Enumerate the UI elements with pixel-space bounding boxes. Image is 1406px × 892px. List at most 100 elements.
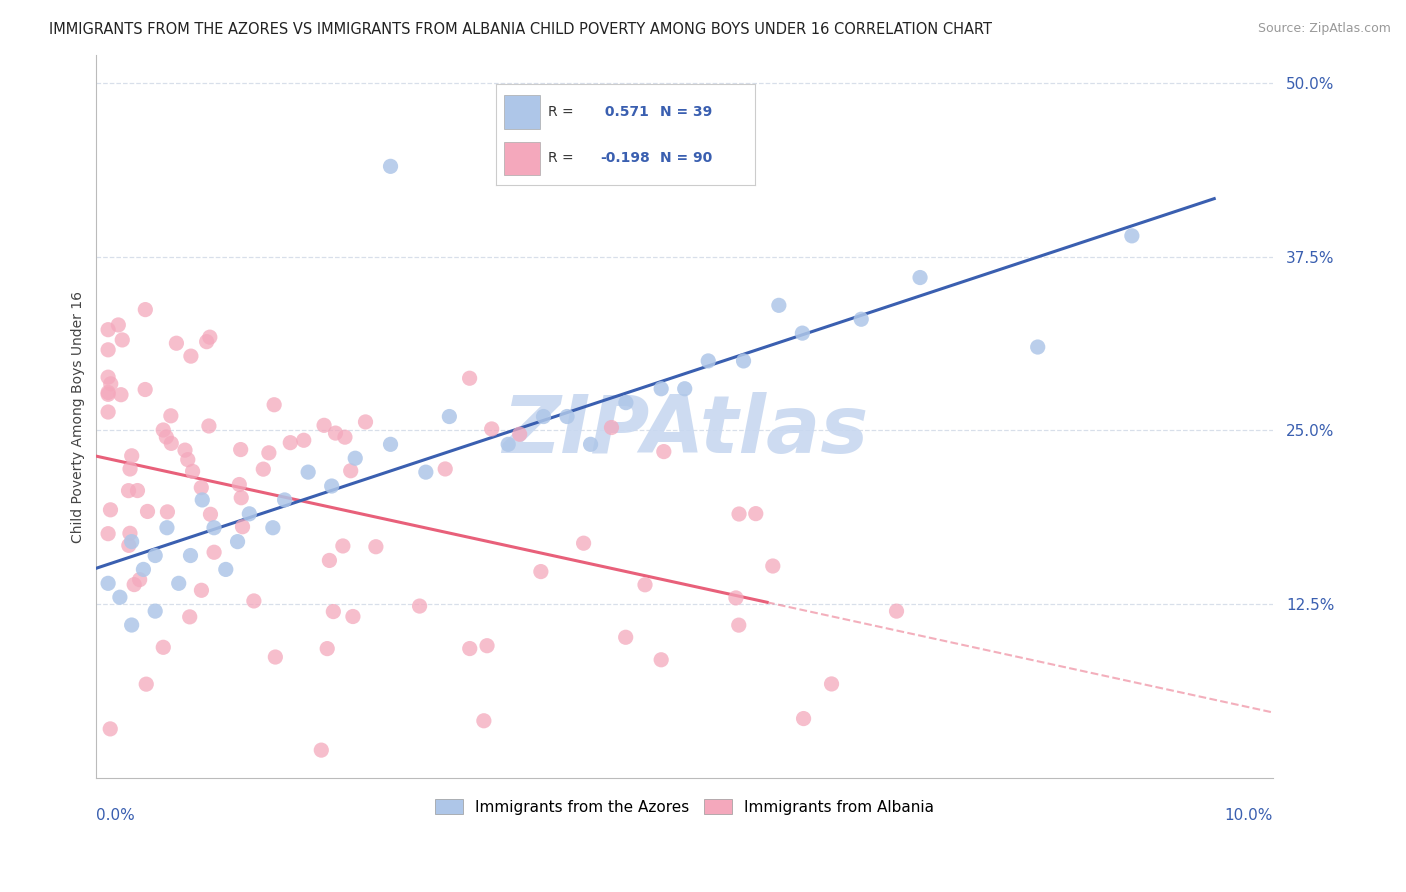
- Point: [333, 430, 356, 444]
- Point: [152, 423, 174, 437]
- Point: [600, 420, 623, 434]
- Point: [190, 583, 212, 598]
- Point: [415, 465, 437, 479]
- Point: [496, 437, 519, 451]
- Point: [215, 562, 238, 576]
- Point: [231, 491, 253, 505]
- Point: [321, 479, 343, 493]
- Point: [200, 508, 222, 522]
- Point: [97, 405, 120, 419]
- Point: [820, 677, 842, 691]
- Point: [439, 409, 461, 424]
- Point: [97, 323, 120, 337]
- Point: [111, 333, 134, 347]
- Point: [322, 605, 344, 619]
- Point: [195, 334, 218, 349]
- Point: [190, 481, 212, 495]
- Point: [354, 415, 377, 429]
- Point: [472, 714, 495, 728]
- Point: [134, 383, 156, 397]
- Point: [257, 446, 280, 460]
- Point: [339, 464, 361, 478]
- Point: [202, 521, 225, 535]
- Point: [344, 451, 367, 466]
- Point: [555, 409, 578, 424]
- Point: [1026, 340, 1049, 354]
- Point: [97, 576, 120, 591]
- Point: [122, 577, 145, 591]
- Point: [475, 639, 498, 653]
- Point: [132, 562, 155, 576]
- Point: [121, 618, 143, 632]
- Point: [231, 520, 253, 534]
- Point: [364, 540, 387, 554]
- Point: [614, 395, 637, 409]
- Point: [97, 370, 120, 384]
- Text: 10.0%: 10.0%: [1225, 808, 1272, 823]
- Point: [652, 444, 675, 458]
- Point: [318, 553, 340, 567]
- Point: [728, 507, 751, 521]
- Point: [408, 599, 430, 613]
- Point: [311, 743, 333, 757]
- Point: [110, 388, 132, 402]
- Point: [128, 573, 150, 587]
- Point: [152, 640, 174, 655]
- Point: [155, 430, 177, 444]
- Point: [533, 409, 555, 424]
- Point: [134, 302, 156, 317]
- Point: [908, 270, 931, 285]
- Point: [733, 354, 755, 368]
- Point: [118, 538, 141, 552]
- Point: [191, 492, 214, 507]
- Point: [762, 559, 785, 574]
- Point: [262, 521, 284, 535]
- Point: [118, 526, 141, 541]
- Point: [174, 443, 197, 458]
- Point: [673, 382, 696, 396]
- Point: [167, 576, 190, 591]
- Point: [1121, 228, 1143, 243]
- Point: [202, 545, 225, 559]
- Point: [380, 437, 402, 451]
- Point: [198, 330, 221, 344]
- Point: [243, 594, 266, 608]
- Point: [156, 521, 179, 535]
- Point: [434, 462, 457, 476]
- Point: [312, 418, 335, 433]
- Point: [316, 641, 339, 656]
- Point: [117, 483, 139, 498]
- Point: [614, 630, 637, 644]
- Point: [98, 722, 121, 736]
- Point: [160, 409, 183, 423]
- Point: [177, 452, 200, 467]
- Point: [650, 382, 672, 396]
- Text: Source: ZipAtlas.com: Source: ZipAtlas.com: [1258, 22, 1392, 36]
- Point: [851, 312, 873, 326]
- Point: [127, 483, 149, 498]
- Point: [136, 504, 159, 518]
- Point: [579, 437, 602, 451]
- Point: [481, 422, 503, 436]
- Point: [572, 536, 595, 550]
- Point: [768, 298, 790, 312]
- Point: [165, 336, 187, 351]
- Point: [886, 604, 908, 618]
- Point: [143, 549, 166, 563]
- Text: IMMIGRANTS FROM THE AZORES VS IMMIGRANTS FROM ALBANIA CHILD POVERTY AMONG BOYS U: IMMIGRANTS FROM THE AZORES VS IMMIGRANTS…: [49, 22, 993, 37]
- Point: [97, 343, 120, 357]
- Point: [325, 426, 347, 441]
- Point: [332, 539, 354, 553]
- Point: [229, 442, 252, 457]
- Point: [697, 354, 720, 368]
- Point: [156, 505, 179, 519]
- Y-axis label: Child Poverty Among Boys Under 16: Child Poverty Among Boys Under 16: [72, 291, 86, 542]
- Point: [198, 419, 221, 434]
- Point: [143, 604, 166, 618]
- Point: [273, 492, 295, 507]
- Point: [264, 650, 287, 665]
- Point: [179, 610, 201, 624]
- Point: [458, 641, 481, 656]
- Point: [107, 318, 129, 332]
- Point: [530, 565, 553, 579]
